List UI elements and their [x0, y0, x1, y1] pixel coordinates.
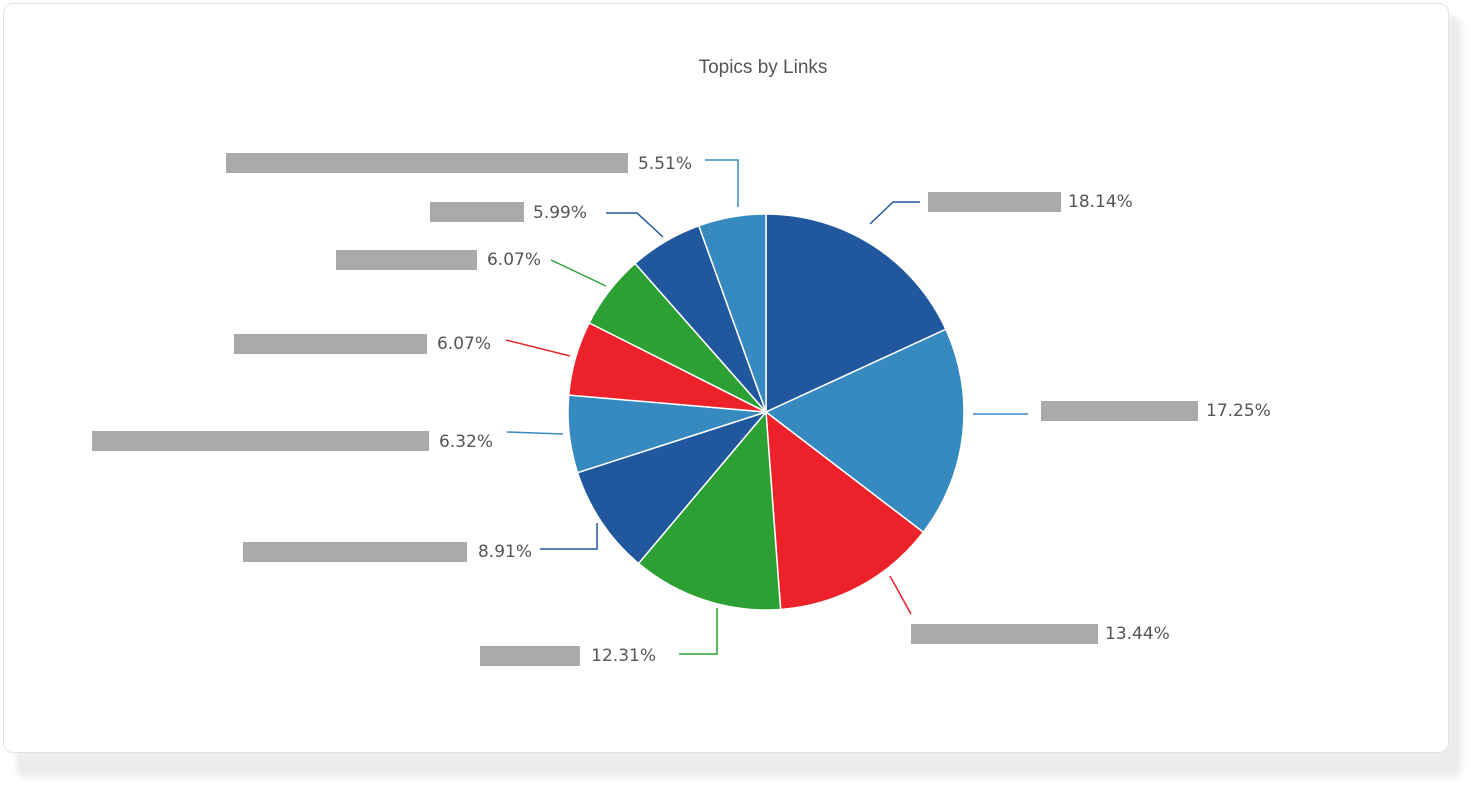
leader-line-10	[705, 159, 739, 207]
pie-labels: 18.14% 17.25% 13.44% 12.31% 8.91% 6.32% 6.07% 6…	[92, 153, 1271, 666]
leader-line-9	[606, 212, 664, 238]
pie-slice-5[interactable]	[576, 410, 769, 565]
slice-percent-label-9: 5.99%	[533, 203, 587, 223]
pie-slice-10[interactable]	[697, 213, 767, 413]
pie-slice-4[interactable]	[637, 410, 782, 611]
slice-label-placeholder-8	[336, 250, 477, 270]
slice-percent-label-3: 13.44%	[1105, 624, 1170, 644]
leader-line-8	[550, 259, 607, 287]
slice-label-placeholder-5	[243, 542, 467, 562]
slice-percent-label-5: 8.91%	[478, 542, 532, 562]
pie-slice-3[interactable]	[765, 410, 925, 611]
slice-label-placeholder-7	[234, 334, 427, 354]
slice-percent-label-6: 6.32%	[439, 432, 493, 452]
slice-label-placeholder-2	[1041, 401, 1198, 421]
pie-slices	[567, 213, 965, 611]
slice-label-placeholder-9	[430, 202, 524, 222]
leader-line-5	[540, 523, 598, 550]
slice-percent-label-8: 6.07%	[487, 250, 541, 270]
slice-label-placeholder-10	[226, 153, 628, 173]
leader-line-7	[505, 339, 571, 357]
slice-label-placeholder-3	[911, 624, 1098, 644]
leader-line-4	[679, 608, 718, 655]
slice-percent-label-2: 17.25%	[1206, 401, 1271, 421]
leader-line-3	[889, 575, 912, 615]
slice-label-placeholder-1	[928, 192, 1061, 212]
leader-line-1	[869, 201, 920, 225]
slice-percent-label-4: 12.31%	[591, 646, 656, 666]
leader-line-6	[506, 431, 564, 435]
slice-label-placeholder-4	[480, 646, 580, 666]
slice-percent-label-7: 6.07%	[437, 334, 491, 354]
slice-label-placeholder-6	[92, 431, 429, 451]
slice-percent-label-1: 18.14%	[1068, 192, 1133, 212]
slice-percent-label-10: 5.51%	[638, 154, 692, 174]
pie-slice-2[interactable]	[764, 328, 965, 534]
pie-slice-1[interactable]	[765, 213, 947, 414]
chart-title: Topics by Links	[698, 57, 828, 78]
